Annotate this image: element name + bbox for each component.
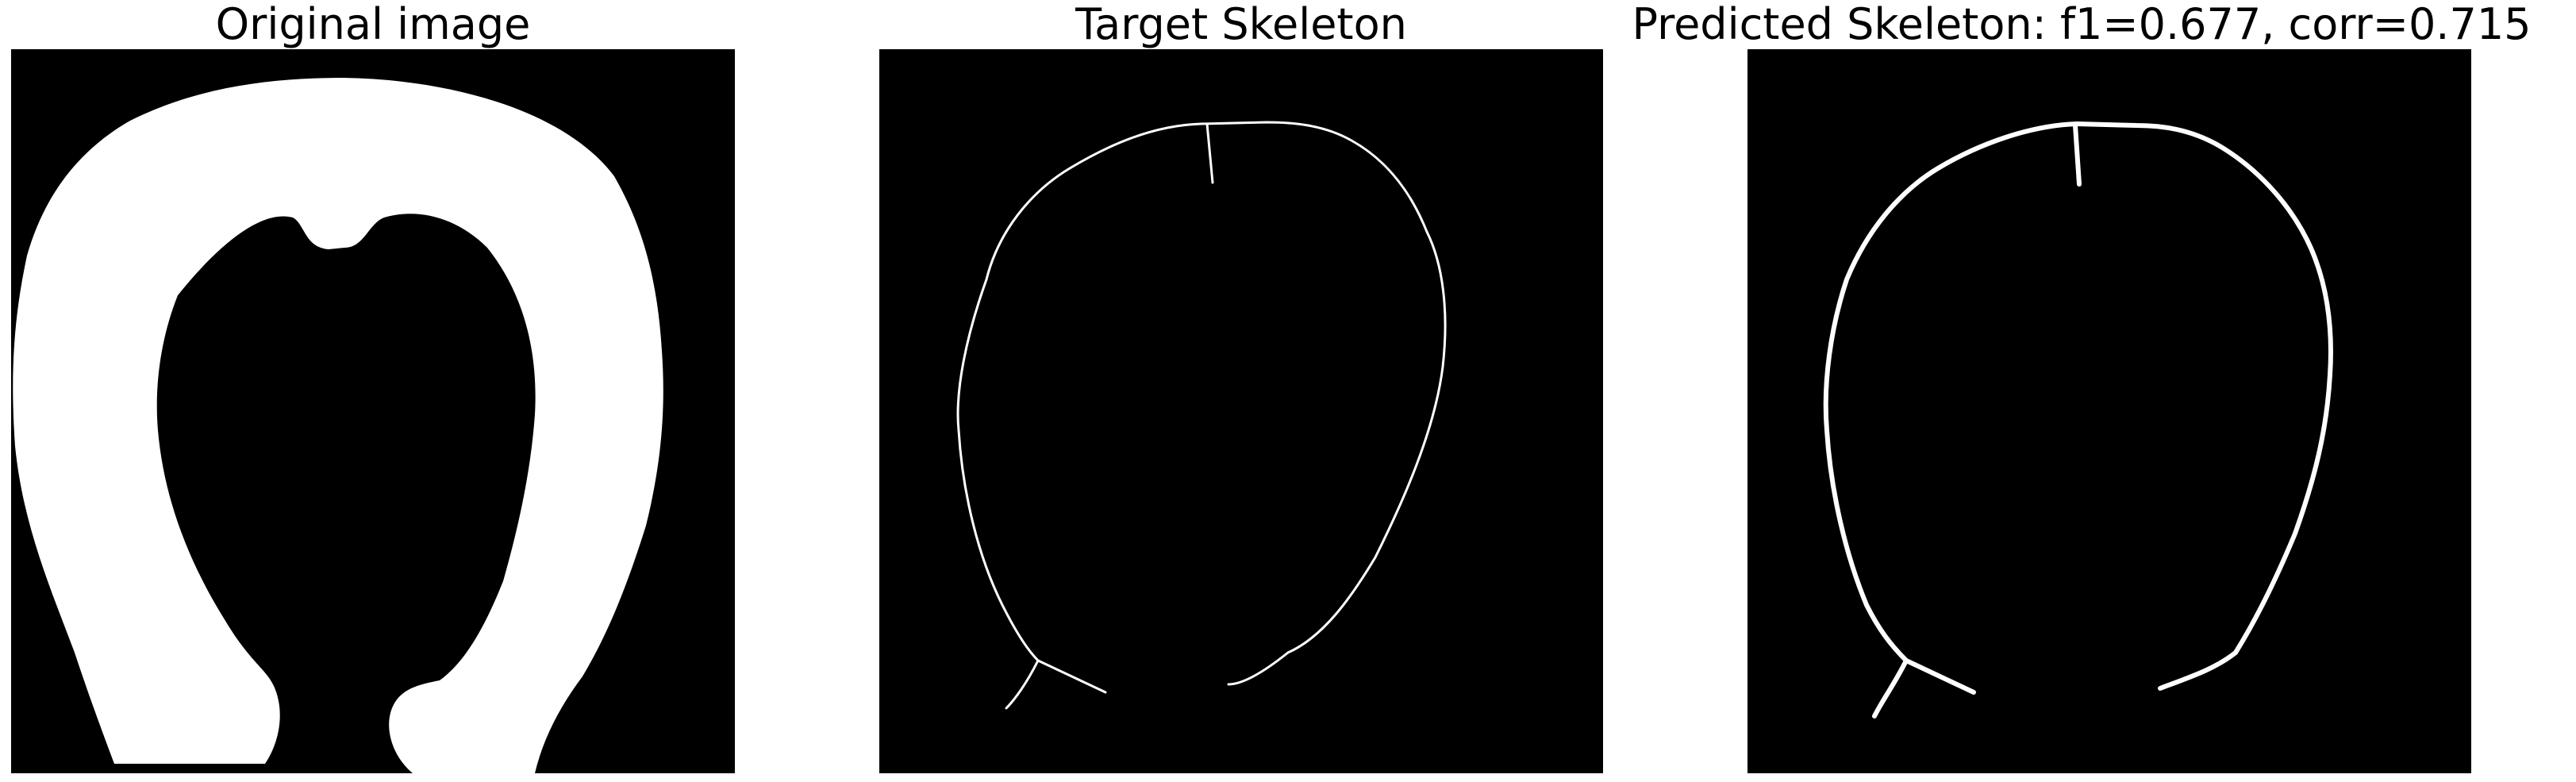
target-skeleton-top-spur [1205, 122, 1214, 184]
target-skeleton-left-branch [1005, 659, 1040, 710]
predicted-skeleton-left-branch [1872, 658, 1909, 718]
target-skeleton-title: Target Skeleton [1075, 0, 1407, 49]
original-mask-image [13, 78, 663, 773]
target-skeleton-outer-loop [956, 121, 1447, 694]
predicted-skeleton-top-spur [2073, 123, 2082, 187]
predicted-skeleton-right-end [2158, 650, 2238, 691]
predicted-skeleton-panel [1747, 49, 2471, 773]
horseshoe-mask-shape [13, 78, 663, 773]
original-image-title: Original image [215, 0, 531, 49]
predicted-skeleton-image [1823, 121, 2333, 718]
target-skeleton-panel [879, 49, 1603, 773]
original-image-panel [11, 49, 735, 773]
predicted-skeleton-outer-loop [1823, 121, 2333, 695]
target-skeleton-right-end [1227, 651, 1290, 686]
target-skeleton-image [956, 121, 1447, 710]
predicted-skeleton-title: Predicted Skeleton: f1=0.677, corr=0.715 [1632, 0, 2532, 49]
